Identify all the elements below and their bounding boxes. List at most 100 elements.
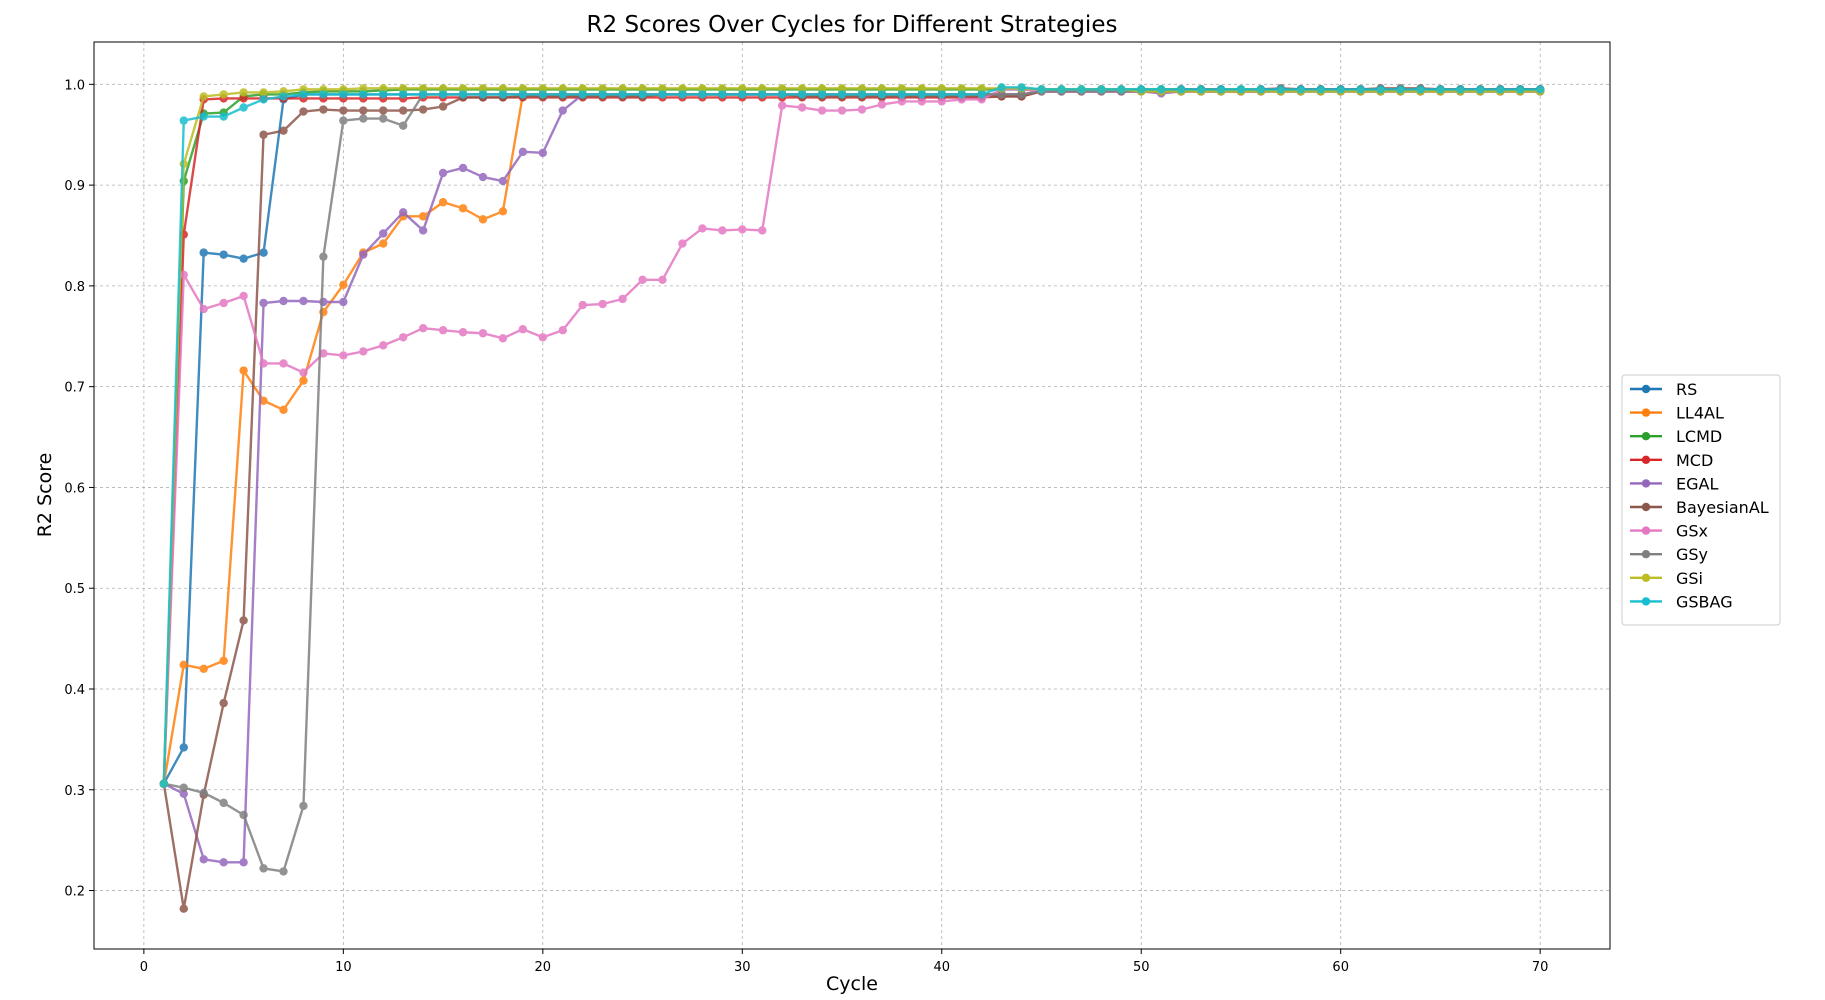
- data-point: [758, 90, 767, 99]
- data-point: [279, 867, 288, 876]
- data-point: [718, 84, 727, 93]
- data-point: [219, 656, 228, 665]
- data-point: [538, 90, 548, 99]
- legend-marker: [1641, 455, 1651, 464]
- data-point: [518, 325, 528, 334]
- data-point: [259, 130, 268, 139]
- data-point: [259, 396, 268, 405]
- y-tick-label: 0.2: [64, 885, 85, 900]
- data-point: [1476, 85, 1485, 94]
- data-point: [398, 106, 408, 115]
- data-point: [498, 334, 508, 343]
- data-point: [558, 106, 567, 115]
- data-point: [797, 103, 807, 112]
- data-point: [478, 84, 488, 93]
- data-point: [418, 105, 428, 114]
- data-point: [299, 801, 308, 811]
- data-point: [199, 855, 208, 864]
- series-lines: [159, 83, 1545, 913]
- legend-item: GSy: [1630, 545, 1708, 564]
- data-point: [339, 280, 348, 290]
- data-point: [997, 83, 1006, 92]
- data-point: [558, 84, 567, 93]
- data-point: [379, 341, 388, 350]
- data-point: [937, 97, 946, 106]
- data-point: [857, 90, 867, 99]
- data-point: [458, 328, 468, 337]
- data-point: [758, 84, 767, 93]
- data-point: [359, 347, 368, 356]
- data-point: [1456, 85, 1465, 94]
- legend-item: GSi: [1630, 569, 1703, 588]
- data-point: [319, 349, 328, 358]
- legend-label: GSy: [1676, 545, 1708, 564]
- data-point: [219, 858, 228, 867]
- data-point: [478, 215, 488, 224]
- data-point: [319, 90, 328, 99]
- data-point: [638, 275, 647, 285]
- data-point: [219, 250, 228, 259]
- data-point: [379, 106, 388, 115]
- legend-item: GSx: [1630, 522, 1708, 541]
- y-tick-label: 0.5: [64, 582, 85, 597]
- data-point: [558, 90, 567, 99]
- data-point: [1535, 85, 1545, 94]
- data-point: [1516, 85, 1525, 94]
- data-point: [279, 405, 288, 415]
- data-point: [598, 299, 607, 309]
- x-tick-label: 70: [1532, 960, 1549, 975]
- data-point: [638, 84, 647, 93]
- data-point: [877, 90, 887, 99]
- legend-label: GSBAG: [1676, 592, 1733, 611]
- data-point: [1077, 85, 1086, 94]
- data-point: [438, 326, 448, 335]
- data-point: [518, 147, 528, 157]
- data-point: [458, 84, 468, 93]
- data-point: [259, 864, 268, 873]
- data-point: [877, 100, 887, 109]
- data-point: [219, 112, 228, 121]
- data-point: [598, 90, 607, 99]
- data-point: [398, 333, 408, 342]
- data-point: [239, 94, 248, 103]
- data-point: [339, 90, 348, 99]
- legend-label: RS: [1676, 380, 1697, 399]
- legend-marker: [1641, 384, 1651, 394]
- data-point: [239, 810, 248, 820]
- data-point: [239, 858, 248, 867]
- data-point: [339, 106, 348, 115]
- legend-label: GSi: [1676, 569, 1703, 588]
- data-point: [1316, 85, 1325, 94]
- data-point: [658, 90, 667, 99]
- data-point: [698, 84, 707, 93]
- data-point: [458, 204, 468, 213]
- axis-ticks: 0 10 20 30 40 50 60 70 0.2 0.3 0.4 0.5 0.6 0.7 0.8 0.9 1…: [64, 78, 1548, 975]
- data-point: [758, 226, 767, 235]
- data-point: [877, 84, 887, 93]
- y-tick-label: 0.7: [64, 381, 85, 396]
- data-point: [618, 84, 627, 93]
- data-point: [658, 275, 667, 285]
- data-point: [538, 148, 548, 158]
- data-point: [179, 660, 188, 670]
- data-point: [558, 326, 567, 335]
- data-point: [678, 239, 687, 248]
- legend-item: GSBAG: [1630, 592, 1733, 611]
- data-point: [618, 294, 627, 304]
- data-point: [398, 208, 408, 217]
- data-point: [299, 376, 308, 385]
- data-point: [458, 163, 468, 173]
- data-point: [937, 90, 946, 99]
- legend-label: GSx: [1676, 522, 1708, 541]
- data-point: [199, 788, 208, 797]
- data-point: [1256, 85, 1266, 94]
- x-tick-label: 40: [933, 960, 950, 975]
- legend-item: LL4AL: [1630, 404, 1724, 423]
- data-point: [1376, 85, 1385, 94]
- legend-frame: [1621, 374, 1781, 626]
- data-point: [239, 366, 248, 375]
- data-point: [179, 904, 188, 913]
- data-point: [179, 743, 188, 752]
- data-point: [1236, 85, 1246, 94]
